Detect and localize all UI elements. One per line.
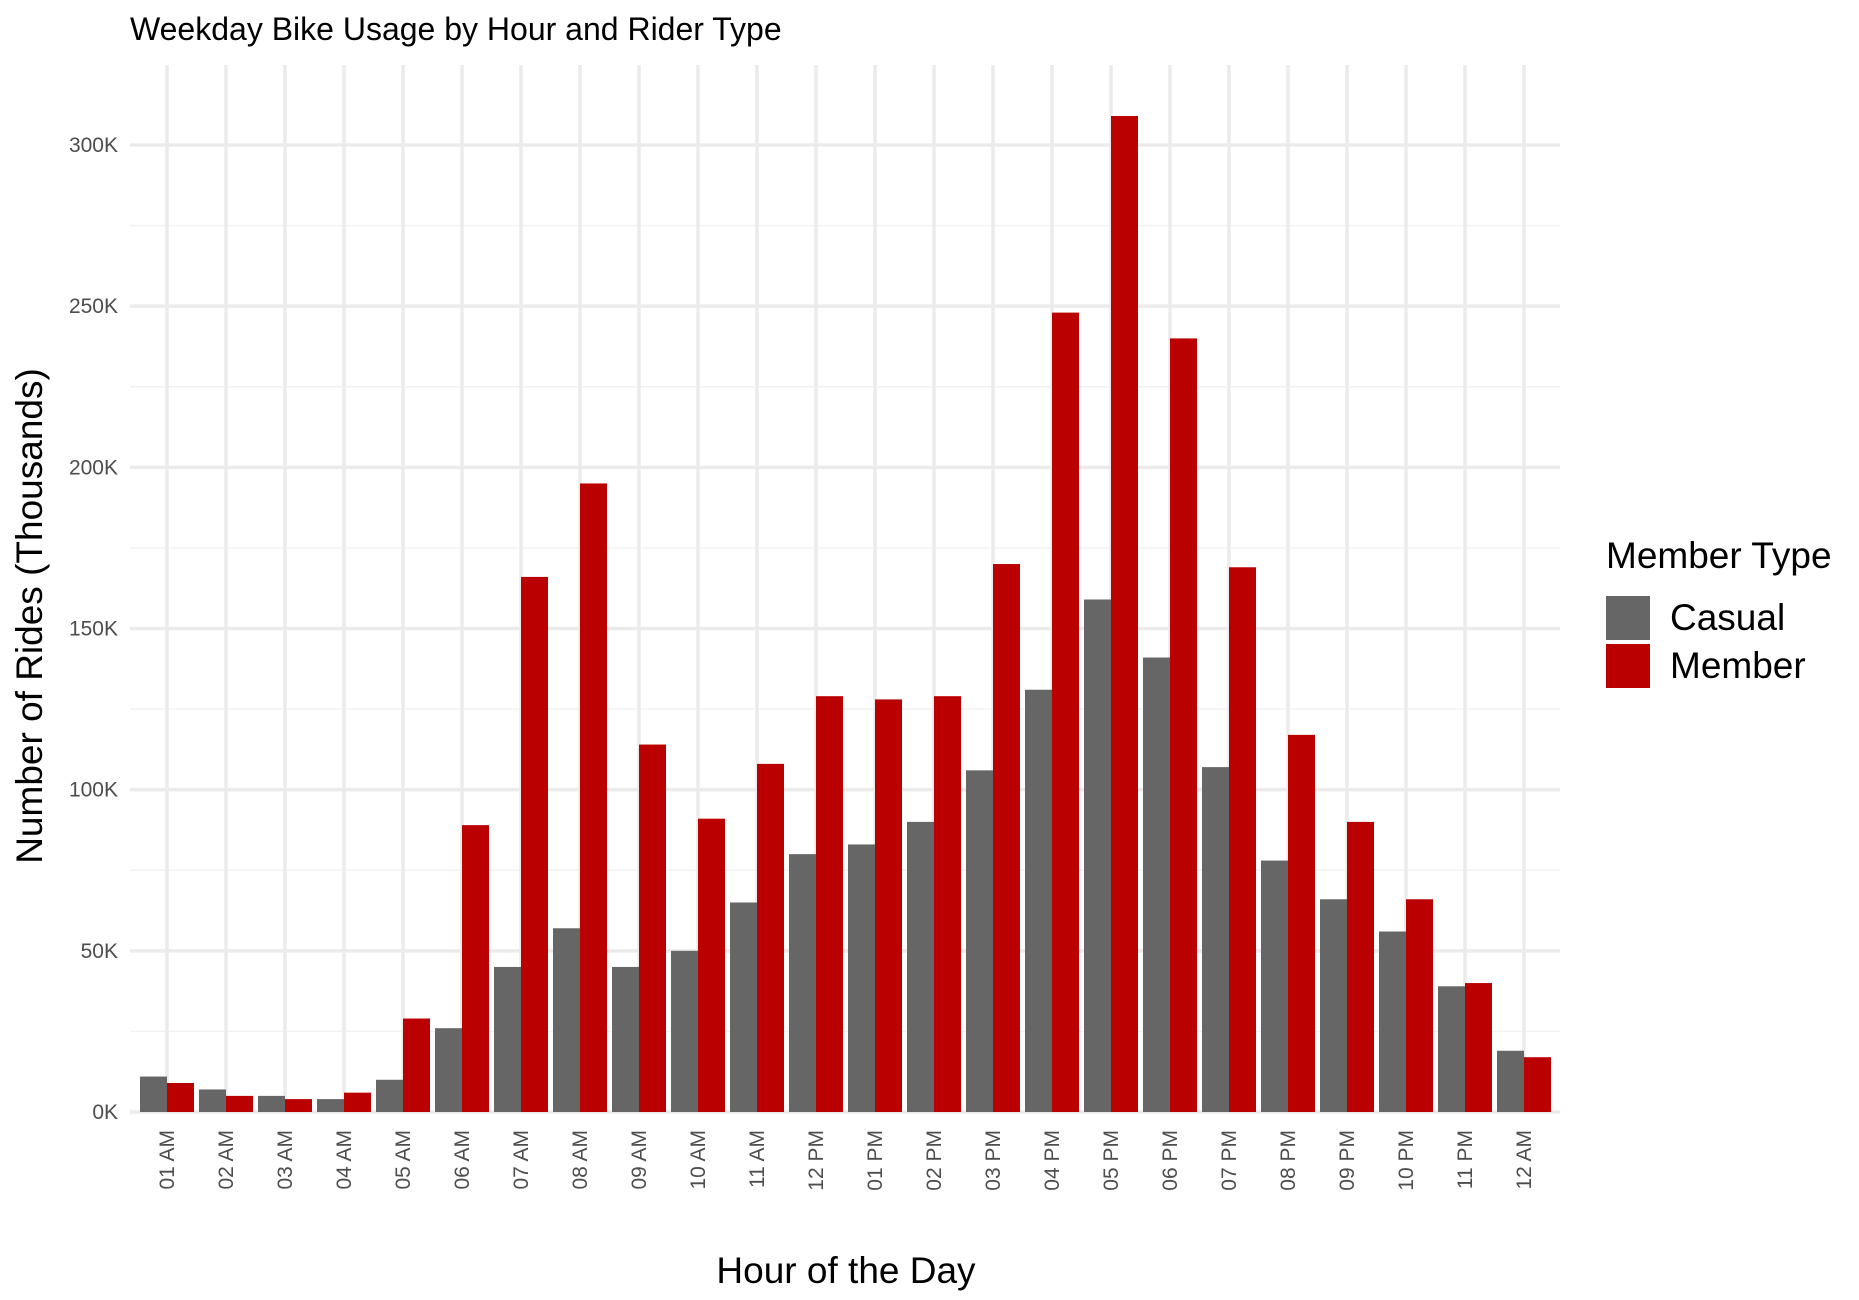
- x-tick-label: 11 PM: [1454, 1130, 1477, 1189]
- x-axis-tick-labels: 01 AM 02 AM 03 AM 04 AM 05 AM 06 AM 07 AM 08 AM…: [156, 1130, 1536, 1191]
- x-tick-label: 02 AM: [215, 1130, 238, 1190]
- bar-member-07-pm: [1229, 567, 1256, 1112]
- bar-member-10-pm: [1406, 899, 1433, 1112]
- x-tick-label: 12 AM: [1513, 1130, 1536, 1190]
- bar-member-09-pm: [1347, 821, 1374, 1112]
- bar-casual-12-am: [1497, 1050, 1524, 1112]
- bar-casual-11-pm: [1438, 986, 1465, 1112]
- bar-member-01-am: [167, 1082, 194, 1112]
- y-tick-label: 200K: [69, 456, 118, 479]
- x-tick-label: 10 AM: [687, 1130, 710, 1190]
- bar-casual-11-am: [730, 902, 757, 1112]
- x-tick-label: 05 PM: [1100, 1130, 1123, 1191]
- x-tick-label: 02 PM: [923, 1130, 946, 1191]
- bar-casual-06-pm: [1143, 657, 1170, 1112]
- bar-member-06-am: [462, 825, 489, 1112]
- y-tick-label: 0K: [92, 1101, 118, 1124]
- y-tick-label: 100K: [69, 779, 118, 802]
- x-tick-label: 08 PM: [1277, 1130, 1300, 1191]
- bar-member-05-am: [403, 1018, 430, 1112]
- bar-casual-10-pm: [1379, 931, 1406, 1112]
- bar-casual-02-am: [199, 1089, 226, 1112]
- x-tick-label: 09 AM: [628, 1130, 651, 1190]
- y-axis-tick-labels: 0K 50K 100K 150K 200K 250K 300K: [69, 134, 118, 1124]
- y-tick-label: 150K: [69, 618, 118, 641]
- bar-casual-01-am: [140, 1076, 167, 1112]
- legend-key-casual: [1606, 596, 1650, 640]
- x-tick-label: 12 PM: [805, 1130, 828, 1191]
- x-tick-label: 06 AM: [451, 1130, 474, 1190]
- bar-casual-03-pm: [966, 770, 993, 1112]
- bar-member-08-pm: [1288, 734, 1315, 1112]
- bar-member-03-pm: [993, 564, 1020, 1112]
- bar-member-09-am: [639, 744, 666, 1112]
- bar-member-12-am: [1524, 1057, 1551, 1112]
- bar-casual-03-am: [258, 1095, 285, 1112]
- bar-casual-05-pm: [1084, 599, 1111, 1112]
- x-tick-label: 07 PM: [1218, 1130, 1241, 1191]
- y-axis-title: Number of Rides (Thousands): [9, 368, 50, 864]
- x-tick-label: 04 AM: [333, 1130, 356, 1190]
- bar-member-07-am: [521, 576, 548, 1112]
- y-tick-label: 50K: [81, 940, 118, 963]
- bar-member-08-am: [580, 483, 607, 1112]
- bar-member-02-am: [226, 1095, 253, 1112]
- x-tick-label: 11 AM: [746, 1130, 769, 1188]
- bar-member-04-pm: [1052, 312, 1079, 1112]
- bar-casual-10-am: [671, 950, 698, 1112]
- bar-casual-09-pm: [1320, 899, 1347, 1112]
- bar-casual-01-pm: [848, 844, 875, 1112]
- legend: Member Type Casual Member: [1606, 535, 1832, 688]
- x-tick-label: 10 PM: [1395, 1130, 1418, 1191]
- bar-member-06-pm: [1170, 338, 1197, 1112]
- bar-member-10-am: [698, 818, 725, 1112]
- x-tick-label: 08 AM: [569, 1130, 592, 1190]
- legend-label-casual: Casual: [1670, 597, 1785, 638]
- legend-key-member: [1606, 644, 1650, 688]
- x-tick-label: 04 PM: [1041, 1130, 1064, 1191]
- bar-casual-05-am: [376, 1079, 403, 1112]
- bar-member-03-am: [285, 1099, 312, 1112]
- bar-casual-06-am: [435, 1028, 462, 1112]
- bar-casual-09-am: [612, 966, 639, 1112]
- bars: [140, 115, 1551, 1113]
- bar-casual-07-pm: [1202, 767, 1229, 1112]
- x-tick-label: 09 PM: [1336, 1130, 1359, 1191]
- bar-member-04-am: [344, 1092, 371, 1112]
- bar-member-05-pm: [1111, 115, 1138, 1113]
- bar-member-02-pm: [934, 696, 961, 1112]
- bar-casual-07-am: [494, 966, 521, 1112]
- x-tick-label: 01 AM: [156, 1130, 179, 1190]
- x-tick-label: 03 PM: [982, 1130, 1005, 1191]
- bar-member-01-pm: [875, 699, 902, 1112]
- bar-casual-08-pm: [1261, 860, 1288, 1112]
- x-tick-label: 03 AM: [274, 1130, 297, 1190]
- chart-title: Weekday Bike Usage by Hour and Rider Typ…: [130, 11, 782, 47]
- bar-casual-08-am: [553, 928, 580, 1112]
- legend-title: Member Type: [1606, 535, 1832, 576]
- bar-member-11-am: [757, 763, 784, 1112]
- bar-casual-04-am: [317, 1099, 344, 1112]
- x-tick-label: 01 PM: [864, 1130, 887, 1191]
- x-tick-label: 07 AM: [510, 1130, 533, 1190]
- bar-casual-04-pm: [1025, 689, 1052, 1112]
- x-tick-label: 05 AM: [392, 1130, 415, 1190]
- x-tick-label: 06 PM: [1159, 1130, 1182, 1191]
- bar-casual-12-pm: [789, 854, 816, 1112]
- x-axis-title: Hour of the Day: [716, 1250, 976, 1291]
- y-tick-label: 250K: [69, 295, 118, 318]
- legend-label-member: Member: [1670, 645, 1806, 686]
- bar-casual-02-pm: [907, 821, 934, 1112]
- y-tick-label: 300K: [69, 134, 118, 157]
- bar-member-11-pm: [1465, 983, 1492, 1112]
- bar-member-12-pm: [816, 696, 843, 1112]
